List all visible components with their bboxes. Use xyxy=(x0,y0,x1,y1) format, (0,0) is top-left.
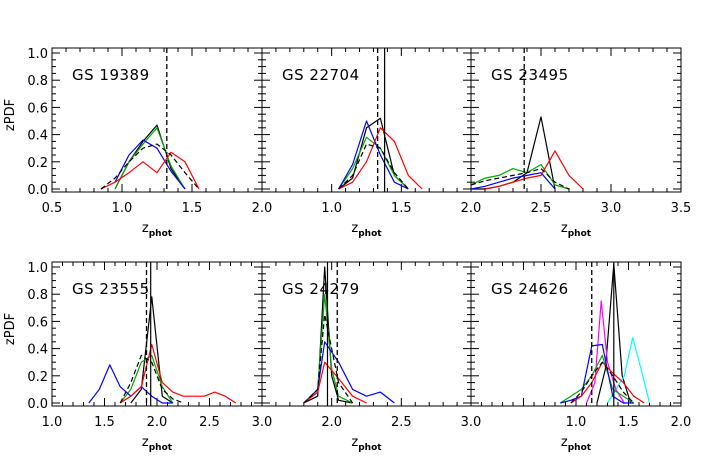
y-tick-label: 0.8 xyxy=(27,288,48,303)
x-tick-label: 2.5 xyxy=(391,415,412,430)
y-axis-label: zPDF xyxy=(3,99,18,131)
series-line-5 xyxy=(560,343,634,404)
x-tick-label: 2.5 xyxy=(199,415,220,430)
panel-3: 2.5 3.0 3.5 GS 23495 zphot xyxy=(470,47,692,239)
series-line-5 xyxy=(338,143,409,190)
panel-title: GS 24626 xyxy=(491,280,569,298)
series-line-7 xyxy=(570,361,635,404)
x-tick-label: 3.5 xyxy=(671,201,692,216)
series-line-2 xyxy=(606,337,651,404)
plot-area xyxy=(471,48,584,192)
y-tick-label: 0.2 xyxy=(27,370,48,385)
series-line-4 xyxy=(559,354,635,404)
plot-area xyxy=(100,48,200,192)
series-line-1 xyxy=(130,296,174,404)
panel-title: GS 19389 xyxy=(72,66,150,84)
x-axis-label: zphot xyxy=(351,435,382,453)
panel-frame xyxy=(470,47,682,193)
x-axis-label: zphot xyxy=(142,221,173,239)
plot-area xyxy=(303,262,395,406)
y-axis-label: zPDF xyxy=(3,313,18,345)
panel-title: GS 23495 xyxy=(491,66,569,84)
y-tick-label: 1.0 xyxy=(27,47,48,62)
panel-title: GS 23555 xyxy=(72,280,150,298)
x-tick-label: 1.0 xyxy=(42,415,63,430)
series-line-5 xyxy=(119,354,184,404)
x-tick-label: 0.5 xyxy=(42,201,63,216)
series-line-2 xyxy=(338,136,409,190)
y-tick-label: 1.0 xyxy=(27,261,48,276)
y-tick-label: 0.4 xyxy=(27,129,48,144)
x-tick-label: 2.0 xyxy=(321,415,342,430)
x-tick-label: 2.0 xyxy=(671,415,692,430)
series-line-4 xyxy=(303,361,367,404)
panel-1: 0.0 0.2 0.4 0.6 0.8 1.0 0.5 1.0 1.5 2.0 GS 19389 zp… xyxy=(3,47,272,239)
x-tick-label: 2.0 xyxy=(252,201,273,216)
x-tick-label: 2.5 xyxy=(531,201,552,216)
series-line-5 xyxy=(100,143,200,190)
x-tick-label: 1.5 xyxy=(618,415,639,430)
panel-4: 0.0 0.2 0.4 0.6 0.8 1.0 1.0 1.5 2.0 2.5 3.0 GS 2355… xyxy=(3,261,272,453)
x-tick-label: 1.0 xyxy=(566,415,587,430)
series-line-2 xyxy=(471,163,570,190)
panel-6: 1.0 1.5 2.0 GS 24626 zphot xyxy=(470,261,692,453)
series-line-5 xyxy=(471,168,570,190)
x-tick-label: 1.5 xyxy=(94,415,115,430)
series-line-1 xyxy=(303,266,353,404)
x-tick-label: 3.0 xyxy=(601,201,622,216)
x-tick-label: 2.0 xyxy=(147,415,168,430)
series-line-1 xyxy=(114,124,186,190)
series-line-4 xyxy=(338,127,423,190)
x-axis-label: zphot xyxy=(561,221,592,239)
x-tick-label: 1.5 xyxy=(182,201,203,216)
series-line-6 xyxy=(570,361,645,404)
y-tick-label: 0.0 xyxy=(27,397,48,412)
y-tick-label: 0.8 xyxy=(27,74,48,89)
x-tick-label: 1.0 xyxy=(321,201,342,216)
plot-area xyxy=(88,262,237,406)
panel-title: GS 24279 xyxy=(282,280,360,298)
x-tick-label: 1.5 xyxy=(391,201,412,216)
series-line-4 xyxy=(119,343,237,404)
series-line-3 xyxy=(88,364,173,404)
y-tick-label: 0.6 xyxy=(27,315,48,330)
plot-area xyxy=(338,48,423,192)
x-tick-label: 1.0 xyxy=(112,201,133,216)
y-tick-label: 0.6 xyxy=(27,101,48,116)
series-line-3 xyxy=(114,139,186,190)
x-tick-label: 2.0 xyxy=(461,201,482,216)
y-tick-label: 0.0 xyxy=(27,183,48,198)
series-line-4 xyxy=(484,150,584,190)
x-axis-label: zphot xyxy=(142,435,173,453)
panel-2: 1.0 1.5 2.0 GS 22704 zphot xyxy=(261,47,482,239)
x-tick-label: 3.0 xyxy=(252,415,273,430)
series-line-2 xyxy=(114,127,186,190)
y-tick-label: 0.4 xyxy=(27,343,48,358)
panel-title: GS 22704 xyxy=(282,66,360,84)
x-tick-label: 3.0 xyxy=(461,415,482,430)
x-axis-label: zphot xyxy=(561,435,592,453)
plot-area xyxy=(559,262,651,406)
series-line-4 xyxy=(100,151,200,190)
series-line-3 xyxy=(338,120,409,190)
y-tick-label: 0.2 xyxy=(27,156,48,171)
series-line-3 xyxy=(471,172,556,190)
panel-5: 2.0 2.5 3.0 GS 24279 zphot xyxy=(261,261,482,453)
x-axis-label: zphot xyxy=(351,221,382,239)
series-line-5 xyxy=(303,314,354,404)
